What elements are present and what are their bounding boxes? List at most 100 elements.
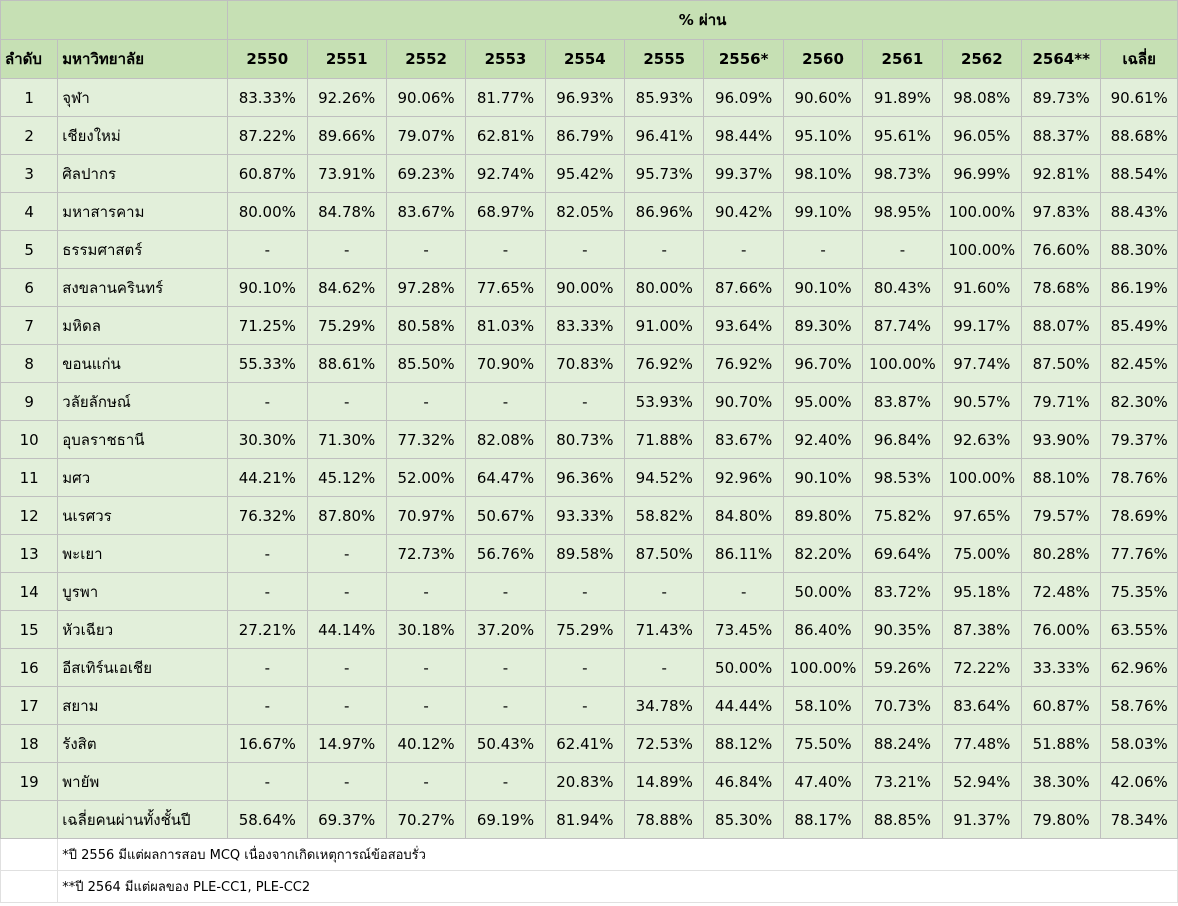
pass-rate-cell: - [306,648,387,687]
pass-rate-cell: 59.26% [862,648,943,687]
pass-rate-cell: 88.68% [1100,116,1178,155]
pass-rate-cell: 83.64% [941,686,1023,725]
average-value-cell: 79.80% [1021,800,1102,839]
university-name-cell: วลัยลักษณ์ [57,382,229,421]
pass-rate-cell: 80.00% [624,268,705,307]
university-name-cell: จุฬา [57,78,229,117]
average-value-cell: 88.85% [862,800,943,839]
pass-rate-cell: 90.70% [703,382,784,421]
pass-rate-cell: 84.80% [703,496,784,535]
pass-rate-cell: 92.81% [1021,154,1102,193]
average-value-cell: 69.37% [306,800,387,839]
rank-cell: 14 [0,572,59,611]
pass-rate-cell: 60.87% [1021,686,1102,725]
pass-rate-cell: 75.50% [782,724,864,763]
year-column-header: 2564** [1021,39,1102,79]
pass-rate-cell: 83.87% [862,382,943,421]
pass-rate-cell: 38.30% [1021,762,1102,801]
pass-rate-cell: 90.10% [782,268,864,307]
average-value-cell: 91.37% [941,800,1023,839]
year-column-header: 2553 [465,39,546,79]
pass-rate-cell: 44.44% [703,686,784,725]
pass-rate-cell: 72.53% [624,724,705,763]
pass-rate-cell: 80.73% [544,420,626,459]
pass-rate-cell: 97.83% [1021,192,1102,231]
university-name-cell: มศว [57,458,229,497]
footnote-blank-cell [0,870,59,903]
pass-rate-cell: 82.05% [544,192,626,231]
rank-cell: 1 [0,78,59,117]
footnote-blank-cell [0,838,59,871]
pass-rate-cell: 70.97% [385,496,467,535]
pass-rate-cell: 30.18% [385,610,467,649]
pass-rate-cell: - [862,230,943,269]
pass-rate-cell: - [624,572,705,611]
rank-column-header: ลำดับ [0,39,59,79]
pass-rate-cell: 77.76% [1100,534,1178,573]
pass-rate-cell: 100.00% [941,230,1023,269]
year-column-header: 2555 [624,39,705,79]
average-value-cell: 78.88% [624,800,705,839]
pass-rate-cell: 89.30% [782,306,864,345]
pass-rate-cell: 86.40% [782,610,864,649]
university-name-cell: หัวเฉียว [57,610,229,649]
pass-rate-cell: 96.05% [941,116,1023,155]
pass-rate-cell: 97.65% [941,496,1023,535]
university-name-cell: สยาม [57,686,229,725]
average-value-cell: 58.64% [227,800,308,839]
university-name-cell: อีสเทิร์นเอเชีย [57,648,229,687]
pass-rate-cell: 96.93% [544,78,626,117]
pass-rate-cell: 78.68% [1021,268,1102,307]
pass-rate-cell: 58.82% [624,496,705,535]
pass-rate-cell: 30.30% [227,420,308,459]
pass-rate-cell: 87.80% [306,496,387,535]
pass-rate-cell: 50.00% [703,648,784,687]
pass-rate-cell: 97.74% [941,344,1023,383]
pass-rate-cell: 95.42% [544,154,626,193]
average-value-cell: 85.30% [703,800,784,839]
pass-rate-cell: 98.73% [862,154,943,193]
pass-rate-cell: 78.69% [1100,496,1178,535]
pass-rate-cell: 92.26% [306,78,387,117]
pass-rate-cell: - [227,762,308,801]
pass-rate-cell: 88.54% [1100,154,1178,193]
year-column-header: 2552 [385,39,467,79]
average-value-cell: 78.34% [1100,800,1178,839]
university-name-cell: ขอนแก่น [57,344,229,383]
average-row-label: เฉลี่ยคนผ่านทั้งชั้นปี [57,800,229,839]
pass-rate-cell: 86.96% [624,192,705,231]
pass-rate-cell: 98.08% [941,78,1023,117]
pass-rate-cell: 93.64% [703,306,784,345]
pass-rate-cell: 86.19% [1100,268,1178,307]
footnote-row: *ปี 2556 มีแต่ผลการสอบ MCQ เนื่องจากเกิด… [0,838,1178,871]
pass-rate-cell: - [227,648,308,687]
university-name-cell: อุบลราชธานี [57,420,229,459]
table-row: 17 สยาม - - - - -34.78% 44.44% 58.10% 70.73% 83.64… [0,686,1178,725]
pass-rate-cell: 70.90% [465,344,546,383]
rank-cell: 17 [0,686,59,725]
pass-rate-cell: 52.00% [385,458,467,497]
pass-rate-cell: 96.36% [544,458,626,497]
pass-rate-cell: 90.60% [782,78,864,117]
pass-rate-cell: 87.38% [941,610,1023,649]
pass-rate-cell: 62.81% [465,116,546,155]
rank-cell: 13 [0,534,59,573]
university-name-cell: ศิลปากร [57,154,229,193]
pass-rate-cell: 99.10% [782,192,864,231]
pass-rate-cell: 50.00% [782,572,864,611]
pass-rate-cell: 96.09% [703,78,784,117]
pass-rate-cell: 89.73% [1021,78,1102,117]
rank-cell: 10 [0,420,59,459]
pass-rate-cell: 76.00% [1021,610,1102,649]
pass-rate-cell: 87.50% [1021,344,1102,383]
pass-rate-cell: - [227,534,308,573]
pass-rate-cell: 71.30% [306,420,387,459]
average-value-cell: 70.27% [385,800,467,839]
pass-rate-cell: 100.00% [782,648,864,687]
pass-rate-cell: 98.44% [703,116,784,155]
pass-rate-cell: 75.29% [544,610,626,649]
pass-rate-cell: 51.88% [1021,724,1102,763]
pass-rate-cell: 98.53% [862,458,943,497]
pass-rate-cell: 14.89% [624,762,705,801]
